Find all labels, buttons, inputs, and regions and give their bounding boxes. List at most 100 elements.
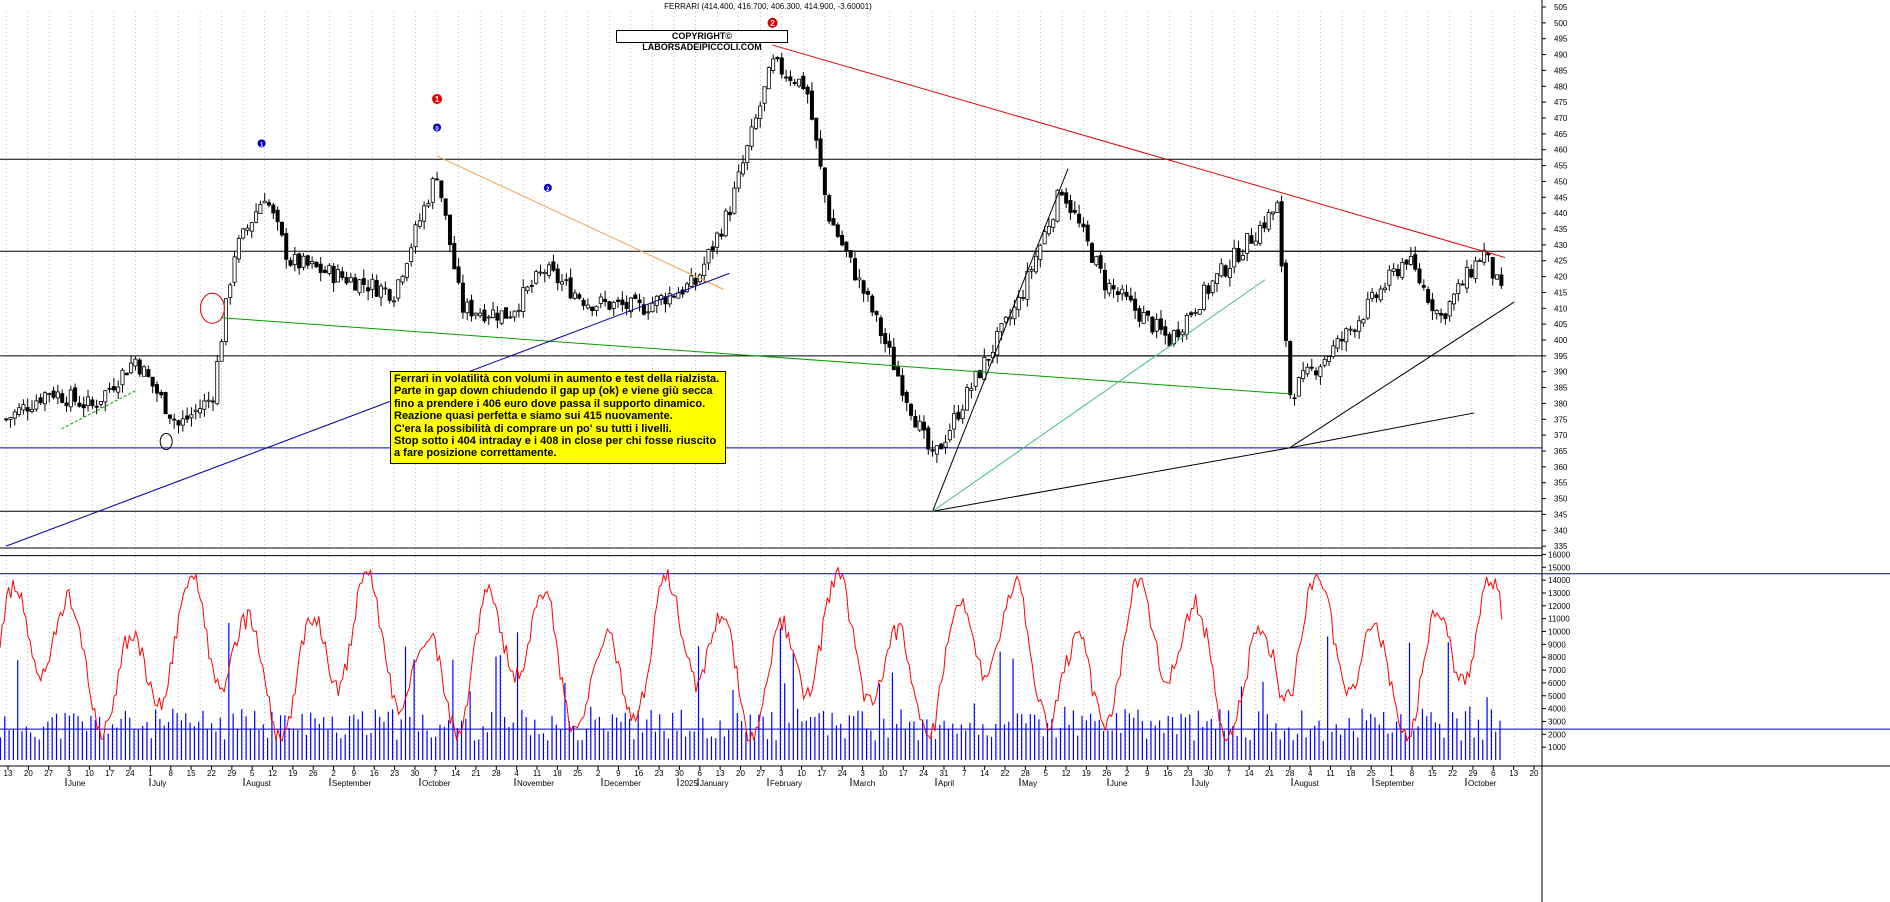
y-tick-label: 12000: [1548, 602, 1571, 611]
x-day-label: 1: [1389, 769, 1394, 778]
candle-body: [1141, 312, 1146, 324]
candle-body: [1128, 295, 1133, 301]
candle-body: [1447, 301, 1452, 317]
candle-body: [542, 271, 547, 275]
candle-body: [1490, 257, 1495, 279]
candle-body: [107, 387, 112, 390]
candle-body: [585, 304, 590, 309]
y-tick-label: 505: [1554, 3, 1568, 12]
candle-body: [1464, 267, 1469, 289]
candle-body: [1361, 318, 1366, 324]
x-day-label: 20: [736, 769, 745, 778]
x-month-label: September: [1375, 779, 1414, 788]
candle-body: [1331, 345, 1336, 357]
candle-body: [1133, 298, 1138, 311]
candle-body: [1094, 256, 1099, 266]
candle-body: [1499, 274, 1504, 286]
candle-body: [331, 265, 336, 284]
candle-body: [383, 287, 388, 290]
candle-body: [572, 292, 577, 299]
candle-body: [887, 340, 892, 348]
wave-marker: [543, 183, 552, 192]
y-tick-label: 390: [1554, 368, 1568, 377]
x-day-label: 28: [492, 769, 501, 778]
candle-body: [943, 441, 948, 448]
candle-body: [51, 390, 56, 398]
candle-body: [1081, 223, 1086, 228]
candle-body: [1417, 268, 1422, 284]
candle-body: [1288, 341, 1293, 396]
candle-body: [512, 310, 517, 318]
x-day-label: 9: [352, 769, 357, 778]
candle-body: [646, 311, 651, 314]
candle-body: [404, 263, 409, 278]
y-tick-label: 365: [1554, 447, 1568, 456]
candle-body: [305, 255, 310, 266]
candle-body: [241, 228, 246, 239]
candle-body: [525, 286, 530, 292]
x-day-label: 14: [451, 769, 460, 778]
wave-marker-label: 0: [435, 127, 439, 133]
x-day-label: 30: [675, 769, 684, 778]
y-tick-label: 435: [1554, 225, 1568, 234]
candle-body: [323, 269, 328, 273]
candle-body: [1301, 370, 1306, 380]
x-day-label: 27: [756, 769, 765, 778]
candle-body: [426, 203, 431, 207]
note-line: Ferrari in volatilità con volumi in aume…: [394, 373, 720, 385]
candle-body: [1318, 366, 1323, 377]
y-tick-label: 470: [1554, 114, 1568, 123]
candle-body: [150, 376, 155, 387]
candle-body: [301, 255, 306, 268]
candle-body: [1232, 247, 1237, 268]
y-tick-label: 1000: [1548, 743, 1566, 752]
candle-body: [1012, 306, 1017, 320]
candle-body: [417, 220, 422, 227]
x-day-label: 26: [1102, 769, 1111, 778]
y-tick-label: 6000: [1548, 679, 1566, 688]
candle-body: [1077, 213, 1082, 224]
wave-marker-label: 1: [260, 142, 264, 148]
candle-body: [547, 264, 552, 276]
x-day-label: 31: [939, 769, 948, 778]
y-tick-label: 11000: [1548, 615, 1570, 624]
wave-marker: [432, 93, 443, 104]
candle-body: [327, 265, 332, 274]
y-tick-label: 14000: [1548, 576, 1571, 585]
candle-body: [1314, 370, 1319, 376]
y-tick-label: 3000: [1548, 717, 1566, 726]
candle-body: [516, 309, 521, 312]
x-day-label: 20: [24, 769, 33, 778]
candle-body: [215, 361, 220, 405]
candle-body: [120, 369, 125, 386]
x-day-label: 18: [553, 769, 562, 778]
x-day-label: 24: [126, 769, 135, 778]
candle-body: [68, 389, 73, 408]
candle-body: [1266, 212, 1271, 230]
candle-body: [766, 67, 771, 90]
candle-body: [473, 312, 478, 316]
candle-body: [370, 278, 375, 290]
candle-body: [1262, 222, 1267, 229]
candle-body: [956, 411, 961, 420]
candle-body: [129, 362, 134, 374]
candle-body: [672, 295, 677, 298]
candle-body: [1210, 280, 1215, 293]
x-day-label: 17: [899, 769, 908, 778]
candle-body: [357, 279, 362, 294]
y-tick-label: 395: [1554, 352, 1568, 361]
x-day-label: 4: [514, 769, 519, 778]
x-day-label: 2: [331, 769, 336, 778]
candle-body: [198, 408, 203, 414]
copyright-watermark: COPYRIGHT© LABORSADEIPICCOLI.COM: [616, 30, 788, 52]
candle-body: [1038, 244, 1043, 260]
candle-body: [758, 105, 763, 119]
candle-body: [1158, 318, 1163, 330]
candle-body: [650, 302, 655, 313]
candle-body: [977, 370, 982, 379]
candle-body: [1477, 260, 1482, 262]
x-day-label: 1: [148, 769, 153, 778]
candle-body: [1275, 202, 1280, 213]
candle-body: [1279, 201, 1284, 267]
candle-body: [391, 300, 396, 303]
